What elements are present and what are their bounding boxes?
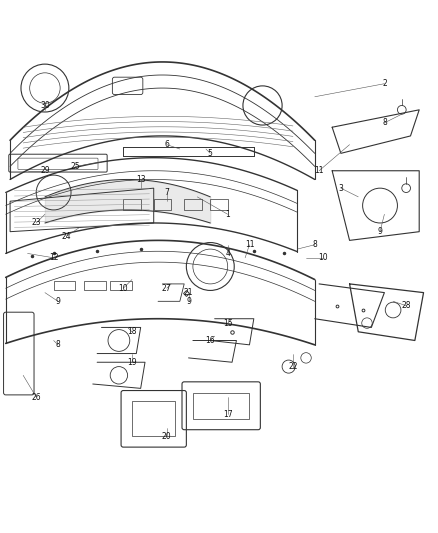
Text: 24: 24 <box>62 231 71 240</box>
Text: 25: 25 <box>71 162 80 171</box>
Text: 8: 8 <box>312 240 317 249</box>
Bar <box>154 199 171 210</box>
Text: 8: 8 <box>56 341 60 349</box>
Text: 28: 28 <box>401 301 411 310</box>
Text: 9: 9 <box>186 297 191 306</box>
Text: 3: 3 <box>339 184 343 192</box>
Text: 22: 22 <box>288 362 298 371</box>
Text: 15: 15 <box>223 319 233 328</box>
Text: 17: 17 <box>223 410 233 419</box>
Text: 19: 19 <box>127 358 137 367</box>
Text: 1: 1 <box>225 210 230 219</box>
Bar <box>110 281 132 290</box>
Bar <box>84 281 106 290</box>
Text: 10: 10 <box>318 253 328 262</box>
Text: 6: 6 <box>164 140 169 149</box>
Text: 26: 26 <box>32 393 41 401</box>
Text: 11: 11 <box>245 240 254 249</box>
Text: 11: 11 <box>314 166 324 175</box>
Text: 23: 23 <box>32 219 41 228</box>
Bar <box>132 401 176 436</box>
Text: 12: 12 <box>49 253 58 262</box>
Bar <box>53 281 75 290</box>
Text: 16: 16 <box>205 336 215 345</box>
Text: 10: 10 <box>118 284 128 293</box>
Text: 18: 18 <box>127 327 137 336</box>
Text: 7: 7 <box>164 188 169 197</box>
Text: 27: 27 <box>162 284 172 293</box>
Text: 29: 29 <box>40 166 50 175</box>
Bar <box>193 393 250 419</box>
Text: 21: 21 <box>184 288 193 297</box>
Text: 9: 9 <box>378 227 382 236</box>
Text: 13: 13 <box>136 175 145 184</box>
Text: 4: 4 <box>225 249 230 258</box>
Bar <box>210 199 228 210</box>
Text: 20: 20 <box>162 432 172 441</box>
Text: 9: 9 <box>56 297 60 306</box>
Text: 2: 2 <box>382 79 387 88</box>
Bar <box>184 199 201 210</box>
Text: 8: 8 <box>382 118 387 127</box>
Text: 5: 5 <box>208 149 213 158</box>
Text: 30: 30 <box>40 101 50 110</box>
Bar <box>123 199 141 210</box>
